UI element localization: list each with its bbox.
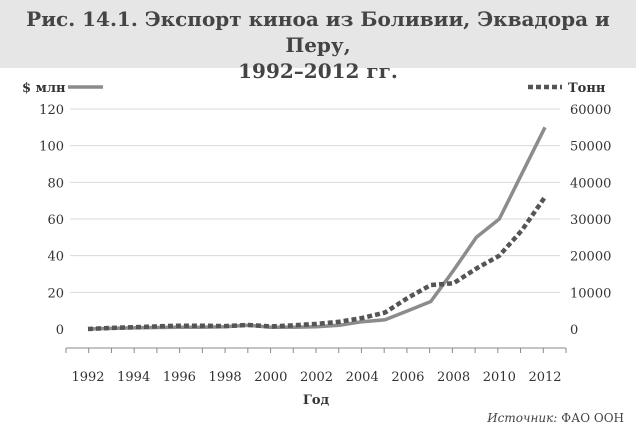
x-tick-1992: 1992 bbox=[71, 370, 104, 385]
source-text: ФАО ООН bbox=[561, 411, 624, 425]
tick-labels: 0 20 40 60 80 100 120 0 10000 20000 30000 40000 5000… bbox=[39, 103, 611, 408]
source-note: Источник: ФАО ООН bbox=[487, 411, 624, 425]
legend: $ млн Тонн bbox=[22, 81, 606, 96]
y-right-tick-10000: 10000 bbox=[570, 286, 611, 301]
grid-lines bbox=[70, 108, 560, 293]
series-line-usd bbox=[87, 126, 547, 331]
axes bbox=[65, 347, 567, 353]
x-tick-1998: 1998 bbox=[209, 370, 242, 385]
x-tick-1996: 1996 bbox=[163, 370, 196, 385]
y-right-tick-40000: 40000 bbox=[570, 176, 611, 191]
legend-label-tonnes: Тонн bbox=[568, 81, 606, 96]
y-left-tick-40: 40 bbox=[47, 250, 64, 265]
y-left-tick-120: 120 bbox=[39, 103, 64, 118]
source-prefix: Источник: bbox=[487, 411, 558, 425]
x-tick-2006: 2006 bbox=[391, 370, 424, 385]
legend-label-usd: $ млн bbox=[22, 81, 66, 96]
y-right-tick-60000: 60000 bbox=[570, 103, 611, 118]
title-banner bbox=[0, 0, 636, 68]
y-left-tick-60: 60 bbox=[47, 213, 64, 228]
y-right-tick-30000: 30000 bbox=[570, 213, 611, 228]
x-tick-2008: 2008 bbox=[437, 370, 470, 385]
y-left-tick-0: 0 bbox=[56, 323, 64, 338]
x-tick-2002: 2002 bbox=[300, 370, 333, 385]
y-right-tick-20000: 20000 bbox=[570, 250, 611, 265]
chart-title-line1: Рис. 14.1. Экспорт киноа из Боливии, Экв… bbox=[26, 7, 610, 57]
chart-title-line2: 1992–2012 гг. bbox=[238, 59, 398, 83]
x-tick-2012: 2012 bbox=[528, 370, 561, 385]
y-right-tick-0: 0 bbox=[570, 323, 578, 338]
x-tick-2000: 2000 bbox=[254, 370, 287, 385]
y-right-tick-50000: 50000 bbox=[570, 140, 611, 155]
x-tick-1994: 1994 bbox=[117, 370, 150, 385]
series-lines bbox=[87, 126, 547, 332]
x-tick-2010: 2010 bbox=[483, 370, 516, 385]
y-left-tick-100: 100 bbox=[39, 140, 64, 155]
chart-title: Рис. 14.1. Экспорт киноа из Боливии, Экв… bbox=[0, 6, 636, 84]
x-tick-2004: 2004 bbox=[346, 370, 379, 385]
series-line-tonnes bbox=[87, 195, 547, 332]
y-left-tick-20: 20 bbox=[47, 286, 64, 301]
x-axis-title: Год bbox=[303, 393, 330, 408]
y-left-tick-80: 80 bbox=[47, 176, 64, 191]
